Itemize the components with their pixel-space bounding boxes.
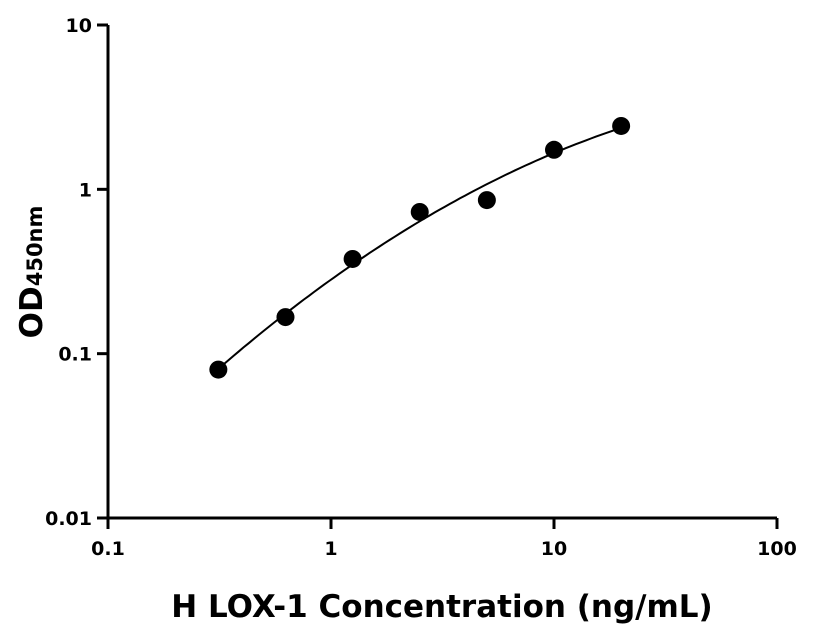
data-point <box>276 308 295 327</box>
data-point <box>343 249 362 268</box>
y-tick-label: 1 <box>79 179 92 201</box>
axes: 0.1 1 10 100 0.01 0.1 1 10 <box>45 15 797 560</box>
y-tick-label: 10 <box>66 15 92 37</box>
x-axis-label: H LOX-1 Concentration (ng/mL) <box>171 589 712 625</box>
fit-curve <box>217 126 622 370</box>
x-tick-label: 0.1 <box>91 538 125 560</box>
y-tick-label: 0.1 <box>58 344 92 366</box>
x-tick-label: 100 <box>757 538 797 560</box>
y-axis-label-main: OD <box>14 286 50 338</box>
data-point <box>410 202 429 221</box>
data-point <box>545 140 563 159</box>
x-tick-label: 10 <box>541 538 567 560</box>
y-tick-label: 0.01 <box>45 508 92 530</box>
x-tick-label: 1 <box>324 538 337 560</box>
data-point <box>209 360 228 379</box>
y-axis-label: OD450nm <box>14 206 50 339</box>
data-points <box>209 116 631 379</box>
data-point <box>612 116 631 135</box>
data-point <box>477 191 496 210</box>
y-axis-label-sub: 450nm <box>23 206 47 287</box>
